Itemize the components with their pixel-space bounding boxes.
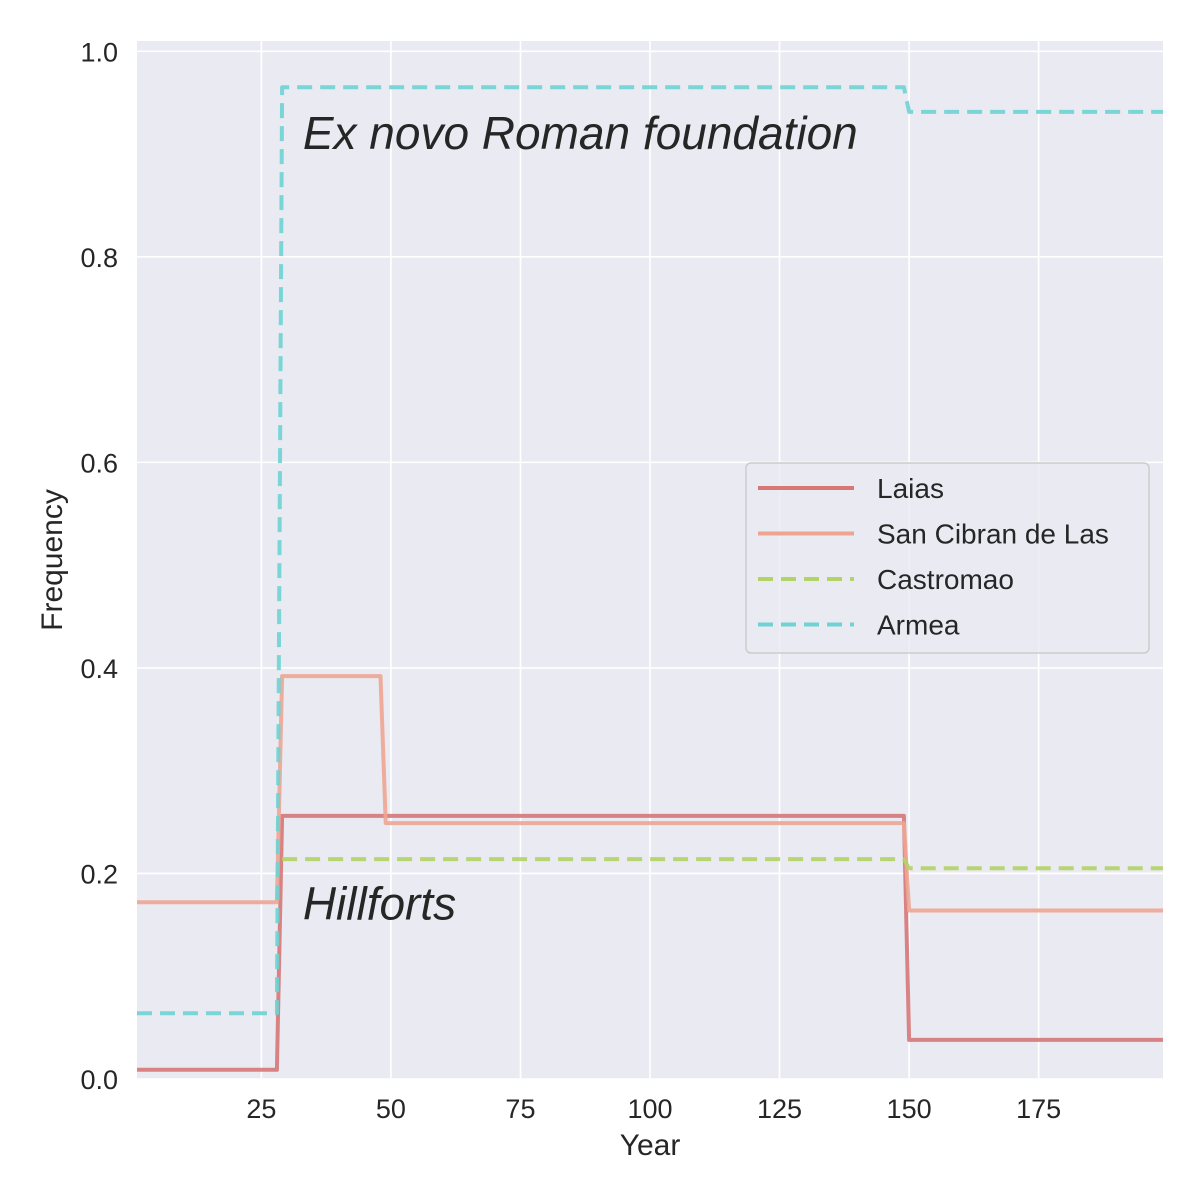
series-line-castromao [282, 857, 1163, 871]
x-tick-label: 150 [887, 1094, 932, 1124]
x-tick-label: 75 [505, 1094, 535, 1124]
x-tick-label: 175 [1016, 1094, 1061, 1124]
y-tick-label: 0.0 [80, 1065, 118, 1095]
legend-label: San Cibran de Las [877, 519, 1109, 550]
y-tick-label: 0.8 [80, 243, 118, 273]
y-tick-label: 0.6 [80, 448, 118, 478]
legend-box [745, 462, 1150, 654]
legend-label: Laias [877, 473, 944, 504]
legend: Laias San Cibran de Las Castromao Armea [745, 462, 1150, 654]
legend-label: Castromao [877, 564, 1014, 595]
y-tick-label: 0.2 [80, 859, 118, 889]
y-tick-label: 1.0 [80, 37, 118, 67]
annotation-text: Ex novo Roman foundation [303, 107, 858, 159]
annotations: Ex novo Roman foundation Hillforts [303, 107, 858, 930]
annotation-text: Hillforts [303, 878, 456, 930]
y-tick-label: 0.4 [80, 654, 118, 684]
legend-label: Armea [877, 610, 960, 641]
ticks: 25 50 75 100 125 150 175 0.0 0.2 0.4 0.6 0.8 1.0 [80, 37, 1061, 1124]
x-tick-label: 100 [627, 1094, 672, 1124]
series-line-laias [137, 813, 1163, 1072]
series-line-armea [137, 85, 1163, 1016]
x-tick-label: 25 [246, 1094, 276, 1124]
x-tick-label: 50 [376, 1094, 406, 1124]
y-axis-label: Frequency [36, 489, 69, 631]
x-tick-label: 125 [757, 1094, 802, 1124]
x-axis-label: Year [620, 1129, 681, 1162]
series-layer [137, 85, 1163, 1072]
